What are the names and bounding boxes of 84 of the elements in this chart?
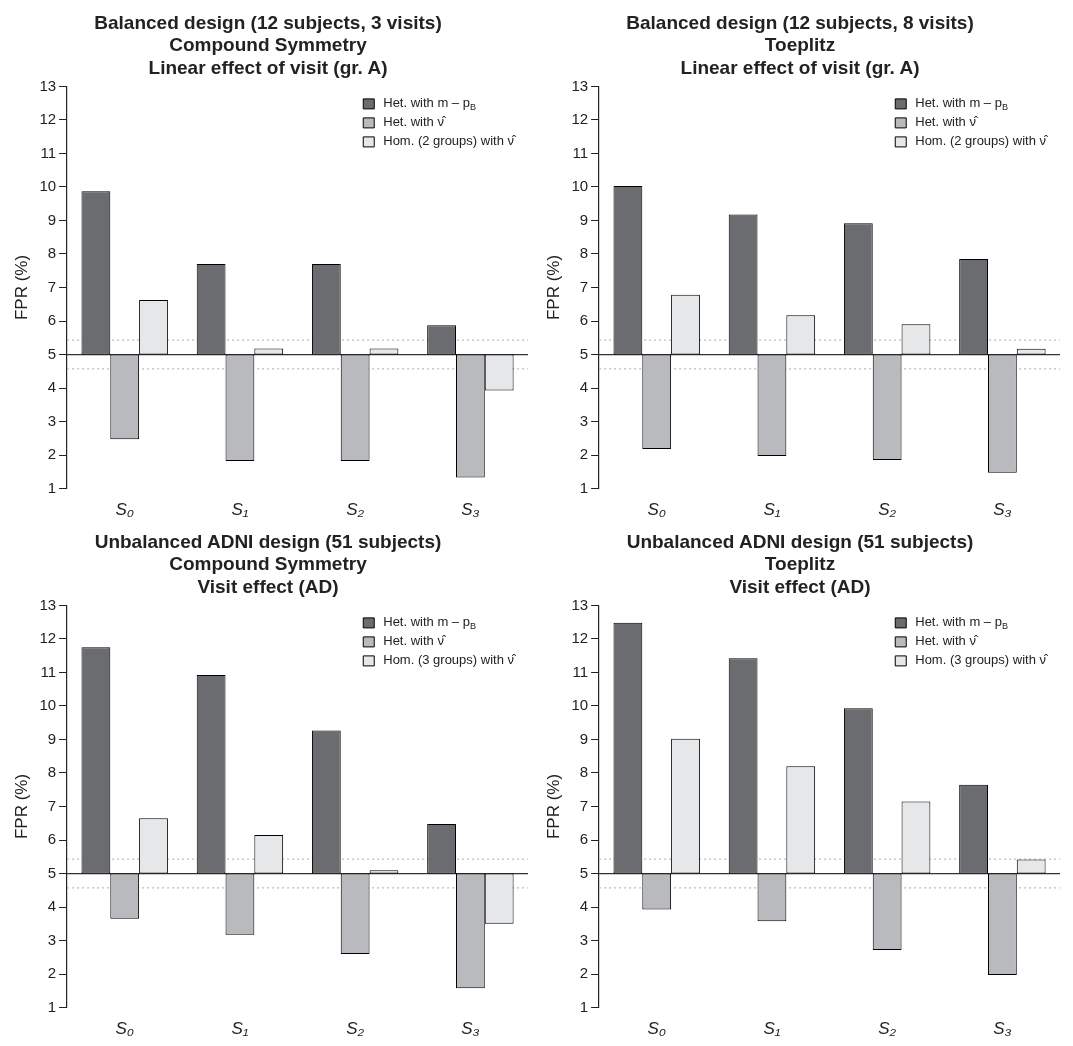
y-tick-label: 11: [40, 662, 57, 680]
y-tick-label: 5: [47, 863, 57, 881]
y-tick-label: 7: [47, 796, 57, 814]
y-tick-label: 9: [47, 729, 57, 747]
y-tick-label: 2: [579, 445, 589, 463]
legend-label: Hom. (2 groups) with ν̂: [383, 133, 517, 149]
x-tick-label: S₀: [647, 1018, 666, 1038]
y-tick-label: 13: [39, 76, 57, 94]
y-tick-label: 2: [47, 964, 57, 982]
legend-label: Hom. (3 groups) with ν̂: [915, 652, 1049, 668]
y-tick-label: 10: [571, 177, 589, 195]
y-tick-label: 2: [579, 964, 589, 982]
chart-title: Balanced design (12 subjects, 3 visits) Compound Symmetry Linear effect of visit (gr. A): [94, 11, 442, 79]
y-axis-title: FPR (%): [543, 773, 563, 840]
y-tick-label: 12: [571, 110, 589, 128]
y-tick-label: 10: [39, 177, 57, 195]
y-tick-label: 5: [579, 344, 589, 362]
x-tick-label: S₂: [878, 1018, 897, 1038]
y-axis-title: FPR (%): [11, 254, 31, 321]
legend-label: Het. with ν̂: [383, 633, 447, 649]
y-tick-label: 10: [39, 696, 57, 714]
y-tick-label: 11: [572, 143, 589, 161]
x-tick-label: S₂: [346, 499, 365, 519]
y-tick-label: 12: [39, 110, 57, 128]
y-tick-label: 8: [579, 763, 589, 781]
x-tick-label: S₂: [878, 499, 897, 519]
y-tick-label: 9: [47, 210, 57, 228]
x-tick-label: S₀: [115, 499, 134, 519]
y-tick-label: 1: [579, 478, 589, 496]
x-tick-label: S₃: [461, 499, 480, 519]
x-tick-label: S₁: [231, 499, 249, 519]
y-tick-label: 6: [47, 830, 57, 848]
legend-label: Hom. (2 groups) with ν̂: [915, 133, 1049, 149]
y-tick-label: 5: [47, 344, 57, 362]
y-tick-label: 2: [47, 445, 57, 463]
y-tick-label: 9: [579, 729, 589, 747]
y-tick-label: 13: [571, 76, 589, 94]
x-tick-label: S₀: [115, 1018, 134, 1038]
chart-title: Unbalanced ADNI design (51 subjects) Compound Symmetry Visit effect (AD): [94, 530, 442, 598]
y-tick-label: 4: [47, 378, 57, 396]
y-tick-label: 8: [579, 244, 589, 262]
legend-label: Het. with ν̂: [915, 114, 979, 130]
legend-label: Het. with ν̂: [915, 633, 979, 649]
y-tick-label: 4: [47, 897, 57, 915]
x-tick-label: S₁: [231, 1018, 249, 1038]
y-tick-label: 13: [571, 595, 589, 613]
y-tick-label: 12: [39, 629, 57, 647]
y-tick-label: 3: [579, 411, 589, 429]
x-tick-label: S₃: [461, 1018, 480, 1038]
y-tick-label: 1: [47, 997, 57, 1015]
y-tick-label: 9: [579, 210, 589, 228]
y-tick-label: 11: [40, 143, 57, 161]
y-tick-label: 6: [47, 311, 57, 329]
x-tick-label: S₃: [993, 499, 1012, 519]
y-tick-label: 1: [579, 997, 589, 1015]
y-tick-label: 6: [579, 830, 589, 848]
chart-title: Unbalanced ADNI design (51 subjects) Toeplitz Visit effect (AD): [626, 530, 974, 598]
y-tick-label: 12: [571, 629, 589, 647]
y-tick-label: 1: [47, 478, 57, 496]
x-tick-label: S₂: [346, 1018, 365, 1038]
y-tick-label: 8: [47, 244, 57, 262]
y-tick-label: 11: [572, 662, 589, 680]
y-axis-title: FPR (%): [543, 254, 563, 321]
legend-label: Het. with ν̂: [383, 114, 447, 130]
y-tick-label: 3: [47, 411, 57, 429]
x-tick-label: S₃: [993, 1018, 1012, 1038]
y-tick-label: 4: [579, 378, 589, 396]
x-tick-label: S₁: [763, 499, 781, 519]
y-tick-label: 13: [39, 595, 57, 613]
y-tick-label: 4: [579, 897, 589, 915]
y-tick-label: 6: [579, 311, 589, 329]
y-tick-label: 7: [47, 277, 57, 295]
chart-title: Balanced design (12 subjects, 8 visits) Toeplitz Linear effect of visit (gr. A): [626, 11, 974, 79]
y-tick-label: 10: [571, 696, 589, 714]
x-tick-label: S₀: [647, 499, 666, 519]
y-tick-label: 3: [579, 930, 589, 948]
y-tick-label: 5: [579, 863, 589, 881]
y-tick-label: 7: [579, 277, 589, 295]
y-axis-title: FPR (%): [11, 773, 31, 840]
y-tick-label: 8: [47, 763, 57, 781]
legend-label: Hom. (3 groups) with ν̂: [383, 652, 517, 668]
y-tick-label: 3: [47, 930, 57, 948]
x-tick-label: S₁: [763, 1018, 781, 1038]
y-tick-label: 7: [579, 796, 589, 814]
